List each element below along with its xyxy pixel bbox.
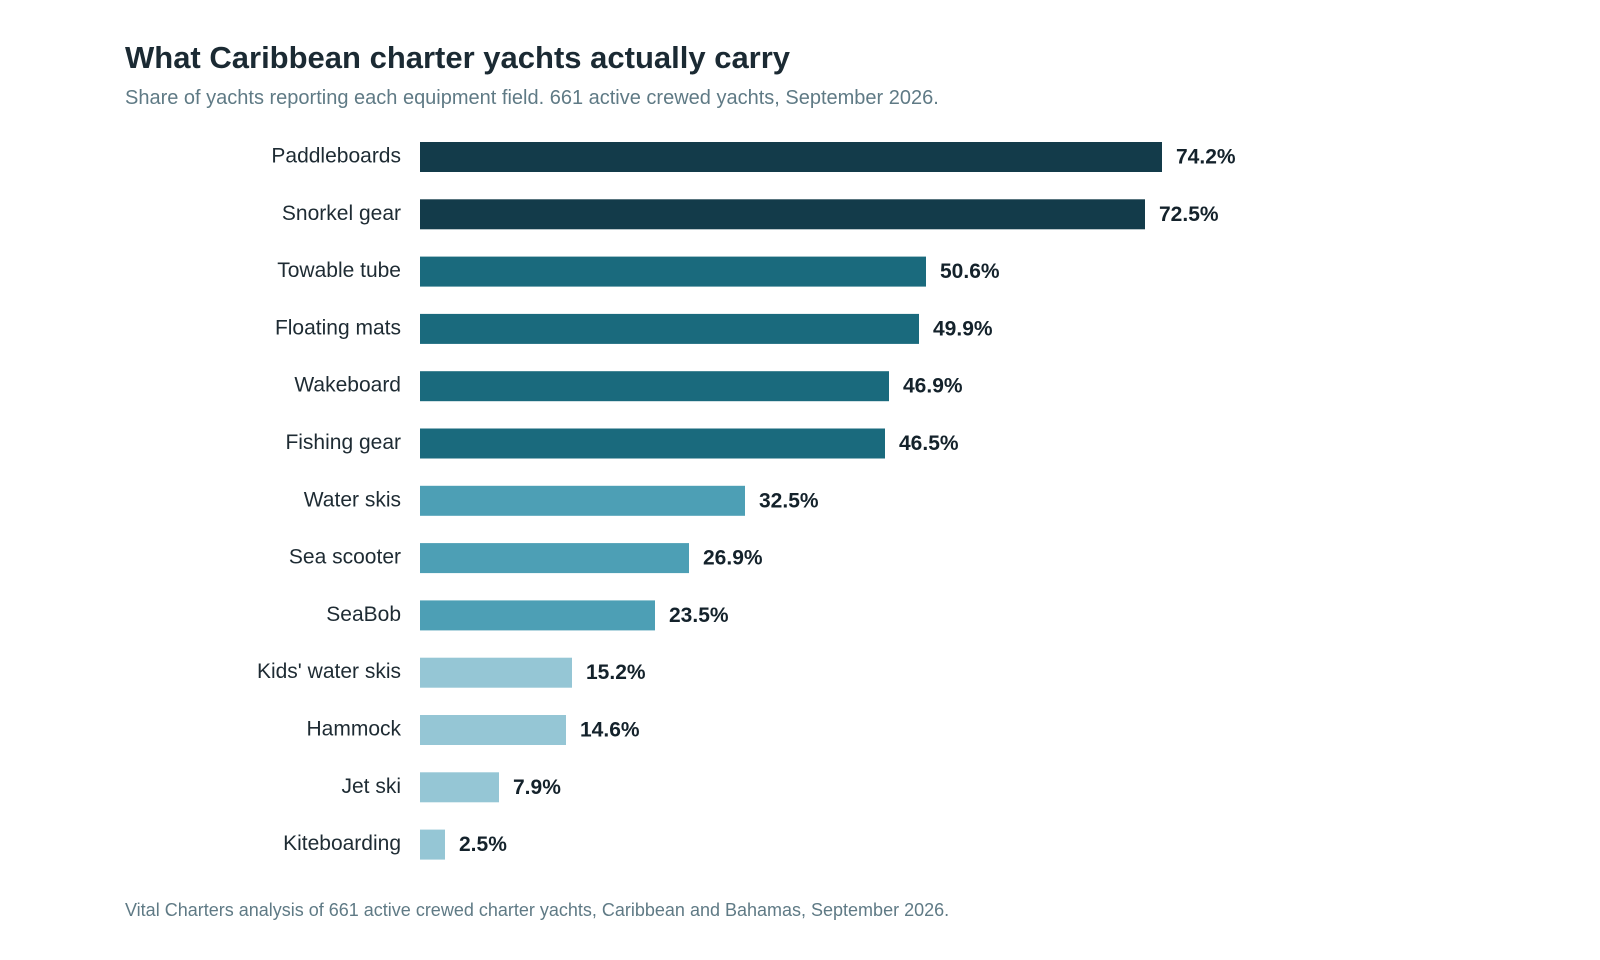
bar-water-skis — [420, 485, 745, 516]
value-label-kids-water-skis: 15.2% — [586, 661, 646, 684]
category-label-snorkel-gear: Snorkel gear — [282, 202, 401, 225]
chart-source-note: Vital Charters analysis of 661 active cr… — [125, 900, 950, 920]
bar-wakeboard — [420, 371, 889, 402]
value-label-water-skis: 32.5% — [759, 489, 819, 512]
bar-floating-mats — [420, 313, 919, 344]
bar-fishing-gear — [420, 428, 885, 459]
category-label-floating-mats: Floating mats — [275, 316, 401, 339]
category-label-towable-tube: Towable tube — [277, 259, 401, 282]
value-label-paddleboards: 74.2% — [1176, 146, 1236, 169]
category-label-jet-ski: Jet ski — [341, 775, 401, 798]
value-label-seabob: 23.5% — [669, 604, 729, 627]
bar-jet-ski — [420, 772, 499, 803]
value-label-jet-ski: 7.9% — [513, 776, 561, 799]
bar-kids-water-skis — [420, 657, 572, 688]
value-label-floating-mats: 49.9% — [933, 317, 993, 340]
category-label-kids-water-skis: Kids' water skis — [257, 660, 401, 683]
bar-hammock — [420, 715, 566, 745]
value-label-kiteboarding: 2.5% — [459, 833, 507, 856]
category-label-fishing-gear: Fishing gear — [285, 431, 401, 454]
chart-subtitle: Share of yachts reporting each equipment… — [125, 87, 939, 109]
category-label-wakeboard: Wakeboard — [294, 374, 401, 397]
category-label-kiteboarding: Kiteboarding — [283, 832, 401, 855]
value-label-snorkel-gear: 72.5% — [1159, 203, 1219, 226]
category-label-seabob: SeaBob — [326, 603, 401, 626]
category-label-water-skis: Water skis — [304, 488, 401, 511]
bar-kiteboarding — [420, 829, 445, 860]
bar-snorkel-gear — [420, 199, 1145, 230]
bar-towable-tube — [420, 256, 926, 287]
category-label-paddleboards: Paddleboards — [271, 145, 401, 168]
value-label-hammock: 14.6% — [580, 719, 640, 742]
category-label-hammock: Hammock — [306, 718, 401, 741]
bar-sea-scooter — [420, 543, 689, 574]
value-label-sea-scooter: 26.9% — [703, 547, 763, 570]
bar-paddleboards — [420, 142, 1162, 172]
value-label-fishing-gear: 46.5% — [899, 432, 959, 455]
bar-seabob — [420, 600, 655, 631]
value-label-wakeboard: 46.9% — [903, 375, 963, 398]
category-label-sea-scooter: Sea scooter — [289, 546, 401, 569]
chart-title: What Caribbean charter yachts actually c… — [125, 40, 791, 75]
value-label-towable-tube: 50.6% — [940, 260, 1000, 283]
